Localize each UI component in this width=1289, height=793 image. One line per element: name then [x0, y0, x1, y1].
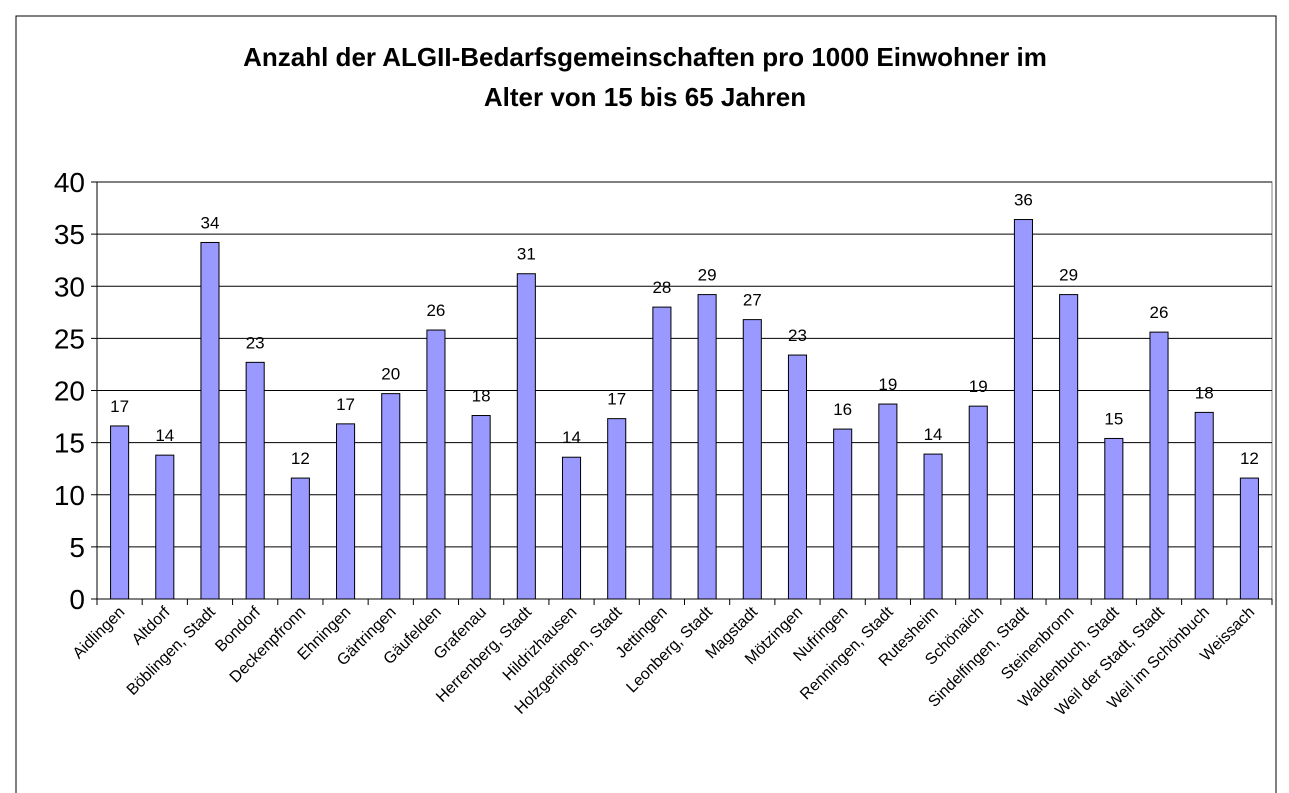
chart-title: Alter von 15 bis 65 Jahren	[484, 82, 806, 112]
y-tick-label: 20	[54, 376, 85, 407]
bar	[652, 306, 672, 600]
data-label: 18	[1195, 383, 1214, 402]
y-tick-label: 10	[54, 480, 85, 511]
bar	[155, 454, 175, 600]
bar	[245, 361, 265, 600]
data-label: 14	[924, 425, 943, 444]
data-label: 23	[788, 326, 807, 345]
data-label: 31	[517, 245, 536, 264]
bar	[336, 423, 356, 600]
bar	[381, 393, 401, 600]
bar	[742, 319, 762, 600]
data-label: 26	[426, 301, 445, 320]
data-label: 36	[1014, 191, 1033, 210]
data-label: 23	[246, 333, 265, 352]
y-tick-label: 30	[54, 271, 85, 302]
data-label: 17	[607, 390, 626, 409]
data-label: 28	[652, 278, 671, 297]
y-tick-label: 5	[69, 532, 85, 563]
y-tick-label: 40	[54, 167, 85, 198]
y-tick-label: 25	[54, 323, 85, 354]
y-tick-label: 15	[54, 428, 85, 459]
chart-title: Anzahl der ALGII-Bedarfsgemeinschaften p…	[243, 42, 1047, 72]
bar	[923, 453, 943, 600]
data-label: 15	[1104, 409, 1123, 428]
data-label: 12	[291, 449, 310, 468]
data-label: 20	[381, 365, 400, 384]
data-label: 18	[472, 387, 491, 406]
data-label: 26	[1150, 303, 1169, 322]
data-label: 14	[155, 426, 174, 445]
bar	[200, 241, 220, 600]
data-label: 17	[336, 395, 355, 414]
bar	[1059, 294, 1079, 600]
bar	[1104, 437, 1124, 600]
y-tick-label: 0	[69, 584, 85, 615]
bar	[471, 415, 491, 600]
bar	[787, 354, 808, 600]
bar	[1239, 477, 1259, 600]
data-label: 29	[1059, 266, 1078, 285]
bar	[697, 294, 717, 600]
bar	[833, 428, 853, 600]
data-label: 16	[833, 400, 852, 419]
data-label: 19	[878, 375, 897, 394]
bar	[561, 456, 582, 600]
data-label: 29	[698, 266, 717, 285]
bar	[426, 329, 446, 600]
data-label: 19	[969, 377, 988, 396]
bar	[607, 418, 627, 600]
bar	[110, 425, 130, 600]
data-label: 17	[110, 397, 129, 416]
bar	[516, 273, 536, 600]
data-label: 12	[1240, 449, 1259, 468]
bar	[878, 403, 898, 600]
data-label: 34	[201, 213, 220, 232]
y-tick-label: 35	[54, 219, 85, 250]
data-label: 14	[562, 428, 581, 447]
data-label: 27	[743, 291, 762, 310]
bar	[1149, 331, 1169, 600]
bar	[968, 405, 988, 600]
bar	[1194, 411, 1214, 600]
bar	[290, 477, 310, 600]
bar	[1013, 219, 1033, 600]
